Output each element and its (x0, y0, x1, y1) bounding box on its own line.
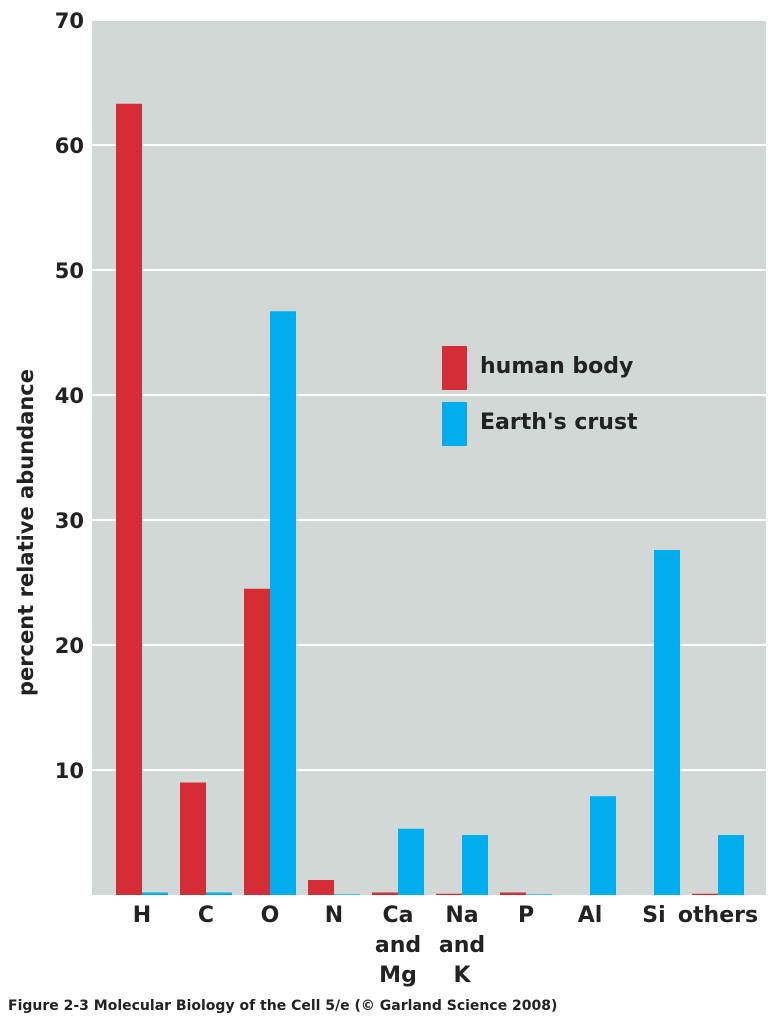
bar-earths-crust (398, 828, 424, 895)
bar-human-body (436, 893, 462, 895)
x-tick-label: and (375, 933, 421, 958)
x-tick-label: Si (642, 903, 665, 928)
bar-earths-crust (718, 835, 744, 895)
bar-earths-crust (590, 796, 616, 895)
bar-human-body (308, 880, 334, 895)
bar-human-body (116, 103, 142, 895)
x-tick-label: others (678, 903, 758, 928)
y-tick-label: 40 (55, 384, 84, 408)
bar-human-body (692, 893, 718, 895)
bar-earths-crust (654, 550, 680, 895)
bar-earths-crust (142, 892, 168, 895)
y-tick-label: 50 (55, 259, 84, 283)
legend-swatch (442, 346, 467, 390)
x-tick-label: Al (578, 903, 603, 928)
x-tick-label: O (261, 903, 280, 928)
legend-label: Earth's crust (480, 410, 638, 435)
x-tick-label: P (518, 903, 534, 928)
bar-earths-crust (526, 894, 552, 895)
bar-earths-crust (206, 892, 232, 895)
bar-human-body (500, 892, 526, 895)
bar-human-body (180, 782, 206, 895)
plot-area (92, 20, 766, 895)
x-tick-label: C (198, 903, 214, 928)
x-tick-label: Na (445, 903, 478, 928)
x-tick-label: Mg (379, 963, 417, 988)
bar-earths-crust (462, 835, 488, 895)
y-tick-label: 20 (55, 634, 84, 658)
x-tick-label: K (453, 963, 471, 988)
x-tick-label: N (325, 903, 343, 928)
y-tick-label: 10 (55, 759, 84, 783)
y-tick-label: 70 (55, 9, 84, 33)
x-tick-label: Ca (383, 903, 414, 928)
legend-swatch (442, 402, 467, 446)
figure-caption: Figure 2-3 Molecular Biology of the Cell… (8, 998, 558, 1014)
bar-human-body (372, 892, 398, 895)
x-tick-label: and (439, 933, 485, 958)
x-tick-label: H (133, 903, 151, 928)
y-tick-label: 30 (55, 509, 84, 533)
y-tick-label: 60 (55, 134, 84, 158)
y-axis-label: percent relative abundance (14, 369, 38, 696)
bar-earths-crust (270, 311, 296, 895)
bar-earths-crust (334, 894, 360, 895)
bar-human-body (244, 588, 270, 895)
legend-label: human body (480, 354, 633, 379)
